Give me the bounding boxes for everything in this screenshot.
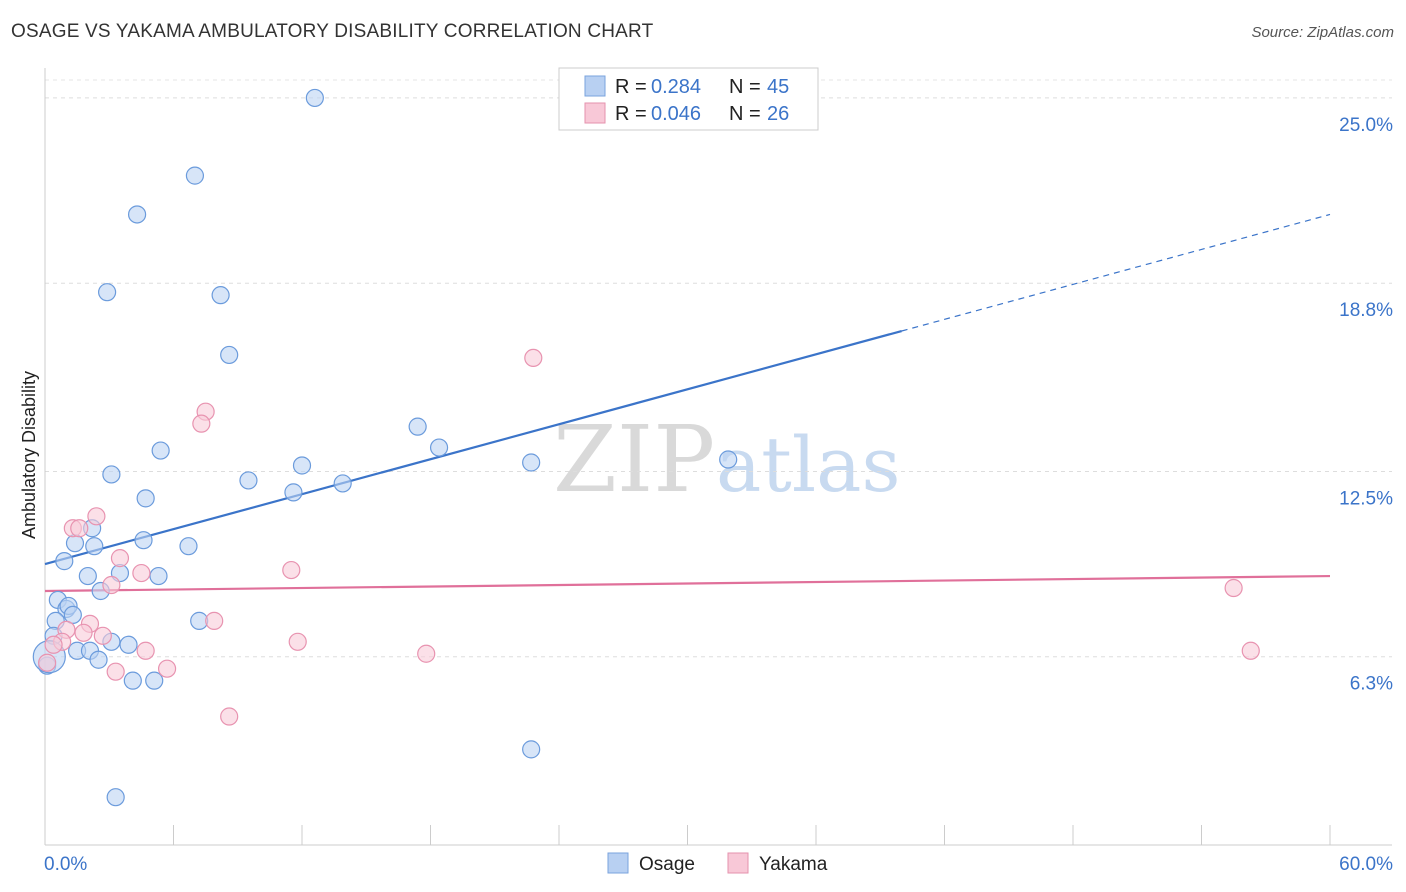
point-osage <box>179 537 198 556</box>
grid-lines <box>45 79 1392 658</box>
point-osage <box>239 471 258 490</box>
point-osage <box>102 465 121 484</box>
point-yakama <box>417 644 436 663</box>
point-osage <box>136 489 155 508</box>
point-osage <box>98 283 117 302</box>
legend-r-value-yakama: 0.046 <box>651 103 701 125</box>
point-osage <box>89 650 108 669</box>
trend-line-extension-osage <box>901 213 1331 332</box>
y-tick-label: 6.3% <box>1350 674 1393 695</box>
point-yakama <box>1241 641 1260 660</box>
point-yakama <box>524 348 543 368</box>
watermark-zip: ZIP <box>553 406 715 513</box>
point-yakama <box>220 707 239 726</box>
point-osage <box>149 566 168 586</box>
trend-line-osage <box>44 329 902 566</box>
trend-lines <box>44 213 1331 593</box>
point-yakama <box>44 635 63 654</box>
legend-n-label-yakama: N = <box>729 103 761 125</box>
y-tick-label: 18.8% <box>1339 300 1393 321</box>
point-yakama <box>157 659 177 678</box>
point-osage <box>78 566 97 586</box>
point-yakama <box>87 507 106 526</box>
bottom-legend-label-osage: Osage <box>639 854 695 875</box>
point-osage <box>408 417 427 436</box>
point-yakama <box>70 519 89 538</box>
legend-n-label-osage: N = <box>729 76 761 98</box>
point-osage <box>127 205 147 224</box>
legend-r-value-osage: 0.284 <box>651 76 701 98</box>
point-yakama <box>38 653 57 672</box>
point-yakama <box>288 632 307 651</box>
bottom-legend-label-yakama: Yakama <box>759 854 828 875</box>
watermark-atlas: atlas <box>716 420 900 509</box>
axes: 6.3% 12.5% 18.8% 25.0% 0.0% 60.0% <box>44 68 1393 875</box>
legend-swatch-osage <box>584 75 606 97</box>
legend-swatch-yakama <box>584 102 606 124</box>
y-tick-label: 25.0% <box>1339 115 1393 136</box>
y-tick-label: 12.5% <box>1339 488 1393 509</box>
trend-line-yakama <box>44 574 1331 593</box>
point-osage <box>719 450 738 469</box>
point-osage <box>106 788 125 807</box>
point-yakama <box>110 549 130 568</box>
point-yakama <box>93 626 112 645</box>
point-osage <box>292 456 312 475</box>
x-tick-label-min: 0.0% <box>44 854 87 875</box>
point-osage <box>333 474 352 493</box>
chart-source: Source: ZipAtlas.com <box>1251 24 1394 41</box>
point-yakama <box>106 662 125 681</box>
point-yakama <box>1224 578 1243 598</box>
point-osage <box>220 345 239 365</box>
point-yakama <box>74 623 93 642</box>
y-axis-title: Ambulatory Disability <box>19 371 39 539</box>
point-osage <box>65 534 85 553</box>
point-osage <box>134 531 153 550</box>
legend-n-value-osage: 45 <box>767 76 789 98</box>
point-osage <box>123 671 142 690</box>
point-osage <box>522 740 541 759</box>
point-yakama <box>205 611 224 630</box>
point-yakama <box>136 641 155 660</box>
bottom-legend-swatch-yakama <box>727 852 749 874</box>
point-osage <box>119 635 138 654</box>
point-osage <box>305 88 324 108</box>
point-yakama <box>102 575 121 595</box>
point-osage <box>55 552 74 571</box>
point-osage <box>284 483 303 502</box>
legend-box: R = 0.284 N = 45 R = 0.046 N = 26 <box>558 67 819 131</box>
data-points <box>32 88 1260 807</box>
point-osage <box>145 671 164 690</box>
bottom-legend: Osage Yakama <box>607 852 828 875</box>
point-osage <box>211 286 230 305</box>
point-yakama <box>282 560 301 580</box>
point-yakama <box>132 563 151 583</box>
point-osage <box>429 438 449 457</box>
point-osage <box>85 537 104 556</box>
point-osage <box>185 166 205 185</box>
legend-n-value-yakama: 26 <box>767 103 789 125</box>
chart-title: OSAGE VS YAKAMA AMBULATORY DISABILITY CO… <box>11 21 654 42</box>
point-yakama <box>192 414 211 433</box>
point-osage <box>522 453 541 472</box>
legend-r-label-yakama: R = <box>615 103 647 125</box>
point-osage <box>151 441 170 460</box>
x-tick-label-max: 60.0% <box>1339 854 1393 875</box>
legend-r-label-osage: R = <box>615 76 647 98</box>
bottom-legend-swatch-osage <box>607 852 629 874</box>
